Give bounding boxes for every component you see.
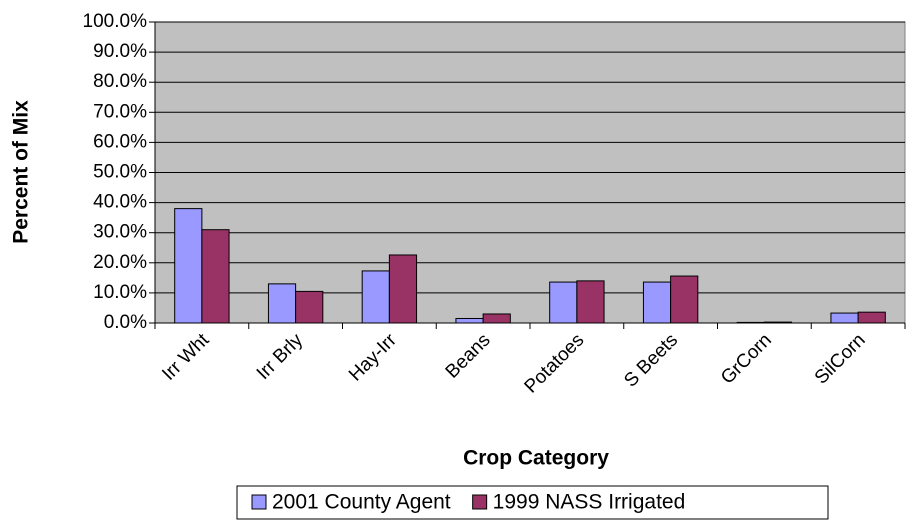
bar — [267, 283, 297, 324]
y-tick-label: 60.0% — [93, 131, 147, 152]
y-tick-label: 0.0% — [104, 312, 147, 333]
x-tick-label: SilCorn — [811, 330, 870, 389]
legend: 2001 County Agent 1999 NASS Irrigated — [236, 485, 829, 520]
bar — [388, 254, 418, 324]
bar — [174, 208, 203, 324]
legend-label: 1999 NASS Irrigated — [493, 491, 686, 514]
legend-box — [236, 485, 829, 520]
y-tick-label: 100.0% — [83, 11, 148, 32]
bar — [670, 275, 699, 324]
bar — [576, 280, 605, 324]
y-tick-label: 40.0% — [93, 192, 147, 213]
bar — [857, 311, 886, 324]
bar — [549, 281, 578, 324]
legend-swatch — [472, 494, 488, 510]
bar — [361, 270, 390, 324]
y-tick-label: 20.0% — [93, 252, 147, 273]
legend-label: 2001 County Agent — [272, 491, 451, 514]
x-tick-label: Irr Brly — [253, 329, 308, 384]
x-tick-label: S Beets — [620, 330, 682, 392]
bar — [201, 229, 230, 324]
bar — [482, 313, 511, 324]
bar — [736, 321, 765, 324]
bar — [455, 317, 484, 324]
y-tick-label: 30.0% — [93, 222, 147, 243]
y-tick-label: 90.0% — [93, 41, 147, 62]
y-tick-label: 70.0% — [93, 101, 147, 122]
x-axis-title: Crop Category — [463, 447, 609, 470]
bar — [295, 290, 324, 324]
y-tick-label: 50.0% — [93, 162, 147, 183]
y-axis-title: Percent of Mix — [10, 100, 33, 244]
x-tick-label: GrCorn — [717, 330, 776, 389]
bar — [642, 281, 672, 324]
x-tick-label: Beans — [442, 330, 495, 383]
bar — [830, 312, 859, 324]
y-tick-label: 10.0% — [93, 282, 147, 303]
bar — [763, 321, 793, 324]
x-tick-label: Hay-Irr — [345, 329, 401, 385]
y-tick-label: 80.0% — [93, 71, 147, 92]
x-tick-label: Potatoes — [521, 330, 589, 398]
x-tick-label: Irr Wht — [158, 329, 214, 385]
legend-swatch — [251, 494, 267, 510]
